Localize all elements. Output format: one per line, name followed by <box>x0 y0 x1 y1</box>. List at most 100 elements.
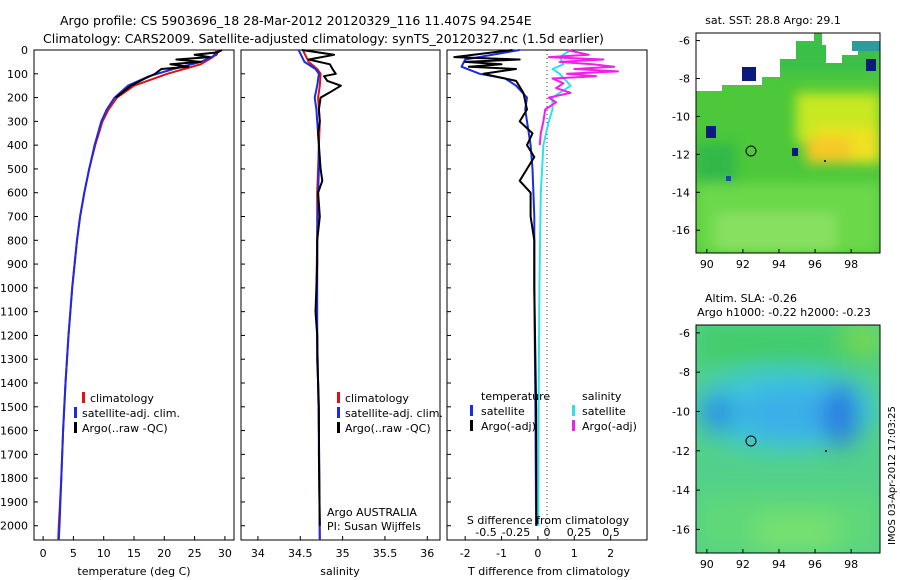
temperature-panel: 0 5 10 15 20 25 30 climatology satellite-adj. … <box>33 49 235 578</box>
difference-xlabel: T difference from climatology <box>467 565 630 578</box>
legend-label-temp-argo: Argo(-adj) <box>481 420 536 433</box>
x-tick-label: 25 <box>188 547 202 560</box>
legend-swatch-climatology <box>82 392 85 403</box>
depth-tick-label: 700 <box>7 211 28 224</box>
salinity-difference-tick-label: -0.5 <box>475 526 496 539</box>
salinity-difference-ticks: -0.5 -0.25 0 0.25 0.5 <box>475 526 619 539</box>
salinity-difference-tick-label: 0 <box>544 526 551 539</box>
legend-label-climatology: climatology <box>345 392 409 405</box>
x-tick-label: 0 <box>534 547 541 560</box>
legend-swatch-temp-argo <box>470 420 473 431</box>
x-tick-label: 34.5 <box>288 547 313 560</box>
temperature-axes-frame <box>33 49 235 541</box>
legend-swatch-satellite <box>337 407 340 418</box>
timestamp-label: IMOS 03-Apr-2012 17:03:25 <box>887 406 898 545</box>
sst-heatmap <box>696 33 880 253</box>
salinity-difference-tick-label: -0.25 <box>502 526 530 539</box>
difference-legend: temperature satellite Argo(-adj) salinit… <box>470 390 637 433</box>
x-tick-label: 1 <box>571 547 578 560</box>
lon-tick-label: 96 <box>808 258 822 271</box>
temperature-legend: climatology satellite-adj. clim. Argo(..… <box>74 392 180 435</box>
series-line-argo-raw-qc <box>301 49 342 526</box>
sst-map-frame <box>695 32 881 254</box>
depth-tick-label: 900 <box>7 258 28 271</box>
lat-tick-label: -12 <box>672 445 690 458</box>
x-tick-label: -1 <box>496 547 507 560</box>
legend-label-satellite: satellite-adj. clim. <box>82 407 180 420</box>
depth-tick-label: 100 <box>7 68 28 81</box>
legend-label-sal-satellite: satellite <box>582 405 626 418</box>
difference-ticks: -2 -1 0 1 2 <box>447 49 614 560</box>
depth-tick-label: 1300 <box>0 353 28 366</box>
x-tick-label: -2 <box>460 547 471 560</box>
x-tick-label: 20 <box>157 547 171 560</box>
legend-label-satellite: satellite-adj. clim. <box>345 407 443 420</box>
sla-map-frame <box>695 324 881 554</box>
temperature-series <box>57 49 223 541</box>
figure-title-line2: Climatology: CARS2009. Satellite-adjuste… <box>43 31 604 46</box>
difference-top-xlabel: S difference from climatology <box>467 514 630 527</box>
lon-tick-label: 98 <box>844 258 858 271</box>
legend-swatch-argo <box>74 422 77 433</box>
x-tick-label: 30 <box>218 547 232 560</box>
x-tick-label: 34 <box>251 547 265 560</box>
sla-map-title-line2: Argo h1000: -0.22 h2000: -0.23 <box>697 306 871 319</box>
lon-tick-label: 94 <box>772 258 786 271</box>
depth-tick-label: 600 <box>7 187 28 200</box>
depth-axis: 0 100 200 300 400 500 600 700 800 900 1000 1100 1200… <box>0 44 38 533</box>
sst-map-ticks: 90 92 94 96 98 -6 -8 -10 -12 -14 -16 <box>672 35 858 271</box>
argo-position-marker <box>745 145 757 157</box>
salinity-series <box>297 49 342 541</box>
legend-swatch-climatology <box>337 392 340 403</box>
sla-map-title-line1: Altim. SLA: -0.26 <box>705 292 797 305</box>
depth-tick-label: 2000 <box>0 520 28 533</box>
lon-tick-label: 90 <box>700 558 714 571</box>
depth-tick-label: 0 <box>21 44 28 57</box>
pi-name-label: PI: Susan Wijffels <box>327 520 421 533</box>
legend-header-temperature: temperature <box>481 390 550 403</box>
depth-tick-label: 800 <box>7 234 28 247</box>
legend-swatch-argo <box>337 422 340 433</box>
salinity-difference-tick-label: 0.25 <box>567 526 592 539</box>
legend-swatch-satellite <box>74 407 77 418</box>
legend-header-salinity: salinity <box>582 390 622 403</box>
series-line-temperature-satellite <box>460 49 538 526</box>
no-data-region <box>696 33 814 91</box>
difference-panel: -2 -1 0 1 2 temperature satellite Argo(-adj)… <box>446 49 648 578</box>
salinity-panel: 34 34.5 35 35.5 36 climatology satellite-adj… <box>240 49 443 578</box>
lat-tick-label: -16 <box>672 523 690 536</box>
x-tick-label: 35.5 <box>373 547 398 560</box>
figure-title-line1: Argo profile: CS 5903696_18 28-Mar-2012 … <box>60 13 532 28</box>
sla-map: Altim. SLA: -0.26 Argo h1000: -0.22 h200… <box>672 292 881 571</box>
legend-label-temp-satellite: satellite <box>481 405 525 418</box>
salinity-xlabel: salinity <box>320 565 360 578</box>
lon-tick-label: 92 <box>736 558 750 571</box>
depth-tick-label: 1000 <box>0 282 28 295</box>
legend-label-sal-argo: Argo(-adj) <box>582 420 637 433</box>
depth-tick-label: 400 <box>7 139 28 152</box>
salinity-difference-tick-label: 0.5 <box>602 526 620 539</box>
salinity-axes-frame <box>240 49 441 541</box>
depth-tick-label: 1400 <box>0 377 28 390</box>
lat-tick-label: -8 <box>679 73 690 86</box>
lon-tick-label: 98 <box>844 558 858 571</box>
cloud-gap-pixel <box>742 67 756 81</box>
series-line-salinity-argo-adj <box>538 49 619 146</box>
sst-map: sat. SST: 28.8 Argo: 29.1 <box>672 14 881 271</box>
legend-swatch-sal-argo <box>572 420 575 431</box>
x-tick-label: 5 <box>70 547 77 560</box>
depth-tick-label: 1800 <box>0 472 28 485</box>
legend-label-argo: Argo(..raw -QC) <box>345 422 431 435</box>
salinity-legend: climatology satellite-adj. clim. Argo(..… <box>337 392 443 435</box>
sst-map-title: sat. SST: 28.8 Argo: 29.1 <box>705 14 841 27</box>
x-tick-label: 36 <box>420 547 434 560</box>
lon-tick-label: 92 <box>736 258 750 271</box>
sla-heatmap <box>696 325 880 553</box>
depth-tick-label: 1600 <box>0 425 28 438</box>
legend-label-climatology: climatology <box>90 392 154 405</box>
legend-swatch-temp-satellite <box>470 405 473 416</box>
depth-tick-label: 500 <box>7 163 28 176</box>
lon-tick-label: 96 <box>808 558 822 571</box>
x-tick-label: 0 <box>40 547 47 560</box>
